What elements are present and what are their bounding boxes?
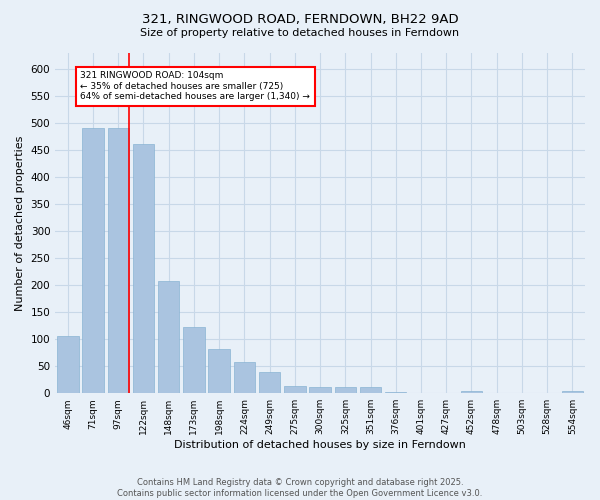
Text: 321 RINGWOOD ROAD: 104sqm
← 35% of detached houses are smaller (725)
64% of semi: 321 RINGWOOD ROAD: 104sqm ← 35% of detac… [80,72,310,101]
Bar [233,362,255,393]
Bar [335,388,356,393]
Bar [57,336,79,393]
Bar [259,372,280,393]
Bar [360,386,381,393]
Y-axis label: Number of detached properties: Number of detached properties [15,135,25,310]
Bar [183,327,205,393]
Text: Contains HM Land Registry data © Crown copyright and database right 2025.
Contai: Contains HM Land Registry data © Crown c… [118,478,482,498]
Bar [208,349,230,393]
Bar [461,390,482,393]
X-axis label: Distribution of detached houses by size in Ferndown: Distribution of detached houses by size … [174,440,466,450]
Bar [284,386,305,393]
Bar [410,392,432,393]
Bar [562,390,583,393]
Bar [385,392,406,393]
Bar [310,388,331,393]
Text: 321, RINGWOOD ROAD, FERNDOWN, BH22 9AD: 321, RINGWOOD ROAD, FERNDOWN, BH22 9AD [142,12,458,26]
Bar [133,144,154,393]
Bar [158,282,179,393]
Bar [107,128,129,393]
Bar [82,128,104,393]
Text: Size of property relative to detached houses in Ferndown: Size of property relative to detached ho… [140,28,460,38]
